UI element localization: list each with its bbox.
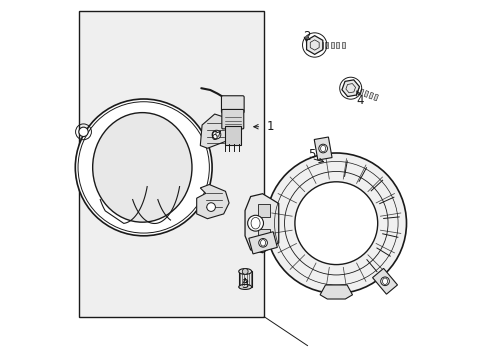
Text: 3: 3	[241, 278, 248, 291]
Ellipse shape	[238, 269, 251, 274]
Polygon shape	[372, 268, 397, 294]
Circle shape	[242, 269, 247, 274]
Circle shape	[247, 215, 263, 231]
Polygon shape	[368, 92, 373, 99]
Circle shape	[75, 99, 212, 236]
Polygon shape	[336, 42, 339, 48]
Circle shape	[265, 153, 406, 293]
Ellipse shape	[238, 284, 251, 289]
Bar	[79, 11, 264, 317]
Polygon shape	[359, 89, 363, 95]
FancyBboxPatch shape	[224, 126, 240, 145]
Text: 4: 4	[355, 94, 363, 107]
Polygon shape	[320, 285, 352, 299]
Polygon shape	[349, 85, 354, 92]
Polygon shape	[325, 42, 328, 48]
Polygon shape	[257, 204, 269, 217]
Polygon shape	[330, 42, 333, 48]
Text: 2: 2	[302, 30, 309, 42]
Text: 1: 1	[266, 120, 274, 133]
Circle shape	[318, 144, 327, 153]
FancyBboxPatch shape	[222, 109, 244, 129]
Polygon shape	[244, 194, 278, 253]
Polygon shape	[314, 137, 331, 160]
Polygon shape	[257, 229, 269, 242]
Polygon shape	[341, 42, 344, 48]
Text: 5: 5	[307, 148, 314, 161]
Circle shape	[79, 127, 88, 136]
Circle shape	[212, 130, 221, 139]
Circle shape	[294, 182, 377, 265]
Polygon shape	[314, 42, 317, 48]
Polygon shape	[373, 94, 378, 101]
FancyBboxPatch shape	[221, 96, 244, 113]
Ellipse shape	[93, 113, 192, 222]
Polygon shape	[200, 114, 230, 148]
Polygon shape	[306, 36, 322, 54]
Polygon shape	[238, 271, 251, 287]
Circle shape	[380, 277, 388, 285]
Circle shape	[258, 239, 267, 247]
Polygon shape	[196, 184, 228, 219]
Circle shape	[206, 203, 215, 211]
Text: 6: 6	[210, 130, 217, 143]
Polygon shape	[248, 232, 277, 254]
Polygon shape	[341, 80, 359, 96]
Polygon shape	[364, 91, 368, 97]
Polygon shape	[354, 87, 358, 94]
Polygon shape	[320, 42, 322, 48]
